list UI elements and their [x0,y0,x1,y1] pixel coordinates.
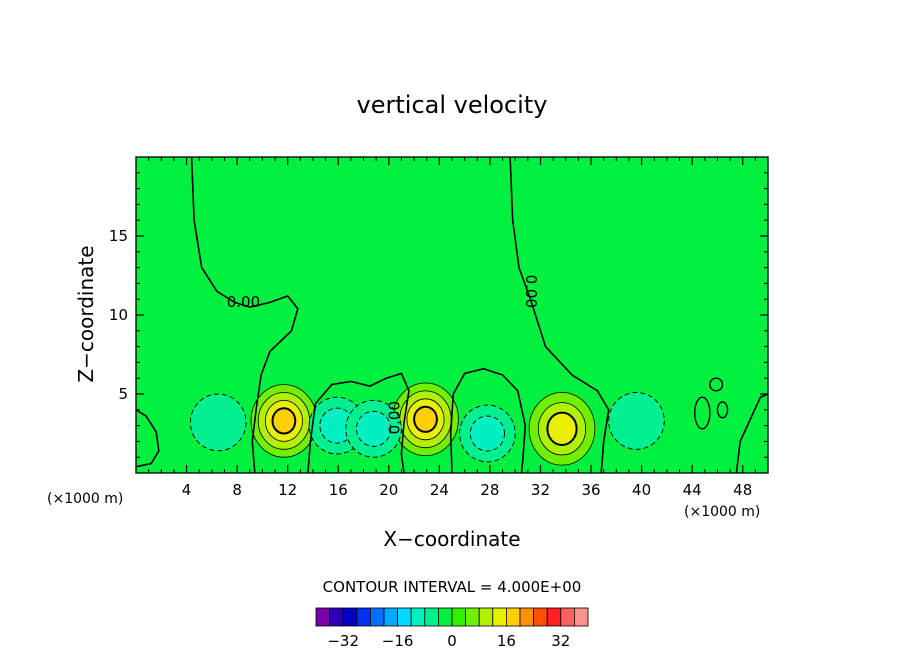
x-tick-label: 12 [278,481,297,499]
colorbar-tick-label: −32 [327,632,359,650]
x-tick-label: 8 [232,481,242,499]
y-tick-label: 5 [118,385,128,403]
contour-region-updraft-1-4 [413,405,438,433]
colorbar-swatch [451,607,467,627]
x-tick-label: 24 [430,481,449,499]
zero-contour-line-5 [135,409,160,468]
colorbar-swatch [342,607,358,627]
zero-contour-loop-2 [716,401,729,419]
x-tick-label: 28 [480,481,499,499]
y-tick-label: 10 [109,306,128,324]
contour-label-0: 0.00 [227,293,260,311]
colorbar-swatch [560,607,575,627]
zero-contour-loop-0 [693,396,711,430]
colorbar-swatch [397,607,412,627]
contour-region-downdraft-6-2 [469,415,505,452]
x-tick-label: 4 [182,481,192,499]
contour-region-updraft-0-4 [271,407,297,435]
zero-contour-line-4 [735,393,769,474]
contour-region-downdraft-5-2 [356,410,392,447]
colorbar-tick-label: 16 [497,632,516,650]
colorbar-tick-label: −16 [382,632,414,650]
colorbar-tick-labels: −32 −16 0 16 32 [327,632,570,650]
x-tick-label: 40 [632,481,651,499]
colorbar-swatch [437,607,453,627]
colorbar-swatch [329,607,344,627]
colorbar-swatch [519,607,535,627]
x-tick-label: 20 [379,481,398,499]
colorbar-swatch [465,607,480,627]
colorbar-tick-label: 0 [447,632,457,650]
contour-region-downdraft-3-1 [189,393,247,452]
x-axis-ticks: 4 8 12 16 20 24 28 32 36 40 44 48 [148,157,756,499]
x-axis-label: X−coordinate [383,527,520,551]
colorbar-swatch [505,607,521,627]
colorbar-swatch [410,607,426,627]
colorbar-swatch [574,607,589,627]
x-tick-label: 48 [733,481,752,499]
colorbar-tick-label: 32 [551,632,570,650]
colorbar-swatch [546,607,562,627]
colorbar-swatch [492,607,507,627]
x-tick-label: 36 [581,481,600,499]
y-tick-label: 15 [109,227,128,245]
colorbar-swatch [383,607,399,627]
x-tick-label: 32 [531,481,550,499]
zero-contour-line-3 [449,367,527,474]
contour-region-updraft-2-3 [546,411,578,446]
zero-contour-line-2 [307,372,410,474]
zero-contour-loop-1 [709,377,724,392]
contour-lines: 0.00 0.00 0.00 [135,156,769,474]
colorbar-swatch [424,607,439,627]
zero-contour-line-0 [190,156,299,474]
zero-contour-line-1 [509,156,610,474]
plot-area: 0.00 0.00 0.00 [135,156,769,474]
colorbar-swatch [478,607,494,627]
contour-fills [189,382,665,466]
x-tick-label: 44 [683,481,702,499]
x-tick-label: 16 [329,481,348,499]
x-unit-note-right: (×1000 m) [684,504,760,520]
colorbar-swatch [533,607,548,627]
contour-label-2: 0.00 [386,401,404,434]
colorbar-swatch [356,607,371,627]
contour-interval-label: CONTOUR INTERVAL = 4.000E+00 [323,578,582,596]
chart-title: vertical velocity [357,91,548,119]
y-axis-label: Z−coordinate [74,245,98,382]
contour-label-1: 0.00 [522,275,540,308]
colorbar-swatch [315,607,331,627]
x-unit-note: (×1000 m) [47,491,123,507]
contour-region-downdraft-7-1 [608,392,665,450]
colorbar-swatch [369,607,385,627]
colorbar [315,607,589,627]
y-axis-ticks: 5 10 15 [109,172,768,458]
